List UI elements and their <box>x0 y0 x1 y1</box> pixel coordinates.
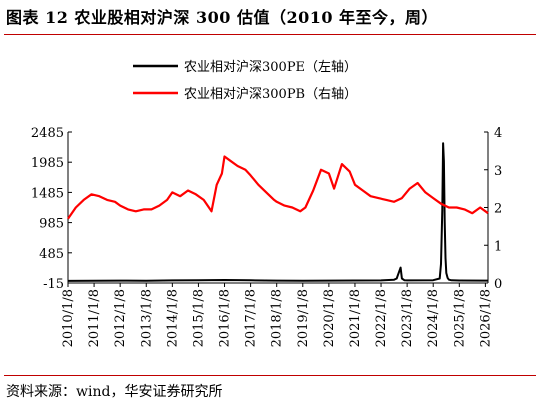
y-left-tick-label: 985 <box>39 217 64 232</box>
source-divider <box>4 375 536 376</box>
legend-label-pb: 农业相对沪深300PB（右轴） <box>184 86 357 102</box>
x-tick-label: 2024/1/8 <box>426 289 441 347</box>
y-right-tick-label: 4 <box>494 126 502 141</box>
y-right-tick-label: 1 <box>494 239 502 254</box>
x-tick-label: 2017/1/8 <box>244 289 259 347</box>
pb-series-line <box>67 155 489 220</box>
pe-series-line <box>67 142 488 282</box>
y-left-tick-label: 485 <box>39 247 64 262</box>
x-tick-label: 2014/1/8 <box>165 289 180 347</box>
y-left-tick-label: 1985 <box>31 156 64 171</box>
legend-label-pe: 农业相对沪深300PE（左轴） <box>184 59 357 75</box>
x-tick-label: 2018/1/8 <box>270 289 285 347</box>
x-tick-label: 2025/1/8 <box>452 289 467 347</box>
title-divider <box>4 34 536 35</box>
y-right-tick-label: 2 <box>494 202 502 217</box>
source-note: 资料来源：wind，华安证券研究所 <box>6 384 223 400</box>
y-left-tick-label: 1485 <box>31 186 64 201</box>
chart-axes: -15 485 985 1485 1985 2485 0 1 2 3 4 2010/1/8 2011/1… <box>31 126 502 347</box>
y-left-tick-label: 2485 <box>31 126 64 141</box>
y-left-tick-label: -15 <box>43 277 64 292</box>
x-tick-label: 2015/1/8 <box>191 289 206 347</box>
x-tick-label: 2020/1/8 <box>322 289 337 347</box>
y-right-tick-label: 3 <box>494 164 502 179</box>
chart-title: 图表 12 农业股相对沪深 300 估值（2010 年至今，周） <box>6 8 439 27</box>
x-tick-label: 2023/1/8 <box>400 289 415 347</box>
y-right-tick-label: 0 <box>494 277 502 292</box>
legend: 农业相对沪深300PE（左轴） 农业相对沪深300PB（右轴） <box>133 59 357 102</box>
x-tick-label: 2012/1/8 <box>113 289 128 347</box>
x-tick-label: 2011/1/8 <box>87 289 102 347</box>
plot-area <box>67 142 489 282</box>
x-tick-label: 2019/1/8 <box>296 289 311 347</box>
x-tick-label: 2022/1/8 <box>374 289 389 347</box>
x-tick-label: 2013/1/8 <box>139 289 154 347</box>
x-tick-label: 2026/1/8 <box>478 289 493 347</box>
x-tick-label: 2010/1/8 <box>61 289 76 347</box>
x-tick-label: 2021/1/8 <box>348 289 363 347</box>
x-tick-label: 2016/1/8 <box>218 289 233 347</box>
